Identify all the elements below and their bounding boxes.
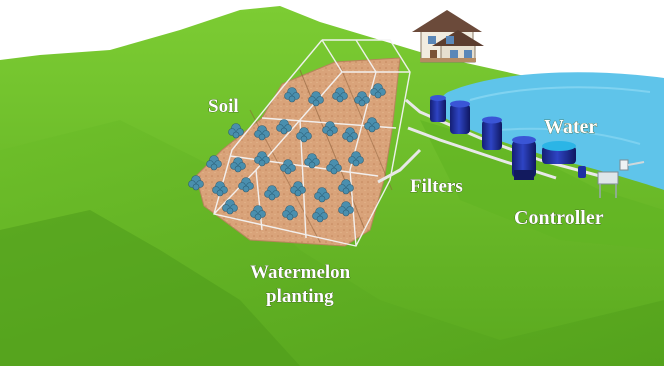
- plant-icon: [222, 199, 238, 215]
- plant-icon: [228, 123, 244, 139]
- plant-icon: [238, 177, 254, 193]
- plant-icon: [296, 127, 312, 143]
- soil-plot: [195, 57, 401, 247]
- plant-icon: [212, 181, 228, 197]
- plant-icon: [326, 159, 342, 175]
- plant-icon: [276, 119, 292, 135]
- controller-label: Controller: [514, 207, 604, 229]
- plant-icon: [338, 201, 354, 217]
- plant-icon: [250, 205, 266, 221]
- plant-icon: [354, 91, 370, 107]
- plant-icon: [206, 155, 222, 171]
- plant-icon: [322, 121, 338, 137]
- plant-icon: [230, 157, 246, 173]
- soil-label: Soil: [208, 96, 239, 117]
- plant-icon: [370, 83, 386, 99]
- watermelon-label-line1: Watermelon: [250, 262, 351, 283]
- controller-icon: [597, 159, 645, 198]
- house-icon: [412, 10, 484, 63]
- filters-label: Filters: [410, 176, 463, 197]
- pump-icon: [578, 166, 586, 178]
- plant-icon: [280, 159, 296, 175]
- plant-icon: [290, 181, 306, 197]
- filters-group: [430, 95, 586, 180]
- plant-icon: [348, 151, 364, 167]
- plant-icon: [312, 207, 328, 223]
- plant-icon: [332, 87, 348, 103]
- plant-icon: [254, 151, 270, 167]
- plant-icon: [342, 127, 358, 143]
- filter-tank-icon: [450, 100, 470, 134]
- filter-tank-icon: [430, 95, 446, 122]
- plant-icon: [254, 125, 270, 141]
- plant-icon: [364, 117, 380, 133]
- water-body: [438, 72, 664, 190]
- filter-tank-icon: [512, 136, 536, 180]
- plant-icon: [308, 91, 324, 107]
- water-tank-icon: [542, 141, 576, 164]
- plant-icon: [284, 87, 300, 103]
- plant-icon: [282, 205, 298, 221]
- plant-icon: [264, 185, 280, 201]
- plant-icon: [188, 175, 204, 191]
- plant-icon: [314, 187, 330, 203]
- greenhouse-frame: [213, 39, 411, 247]
- watermelon-label-line2: planting: [266, 286, 334, 307]
- water-label: Water: [544, 116, 597, 138]
- plant-icon: [338, 179, 354, 195]
- plant-icon: [304, 153, 320, 169]
- watermelon-plants: [188, 83, 386, 223]
- filter-tank-icon: [482, 116, 502, 150]
